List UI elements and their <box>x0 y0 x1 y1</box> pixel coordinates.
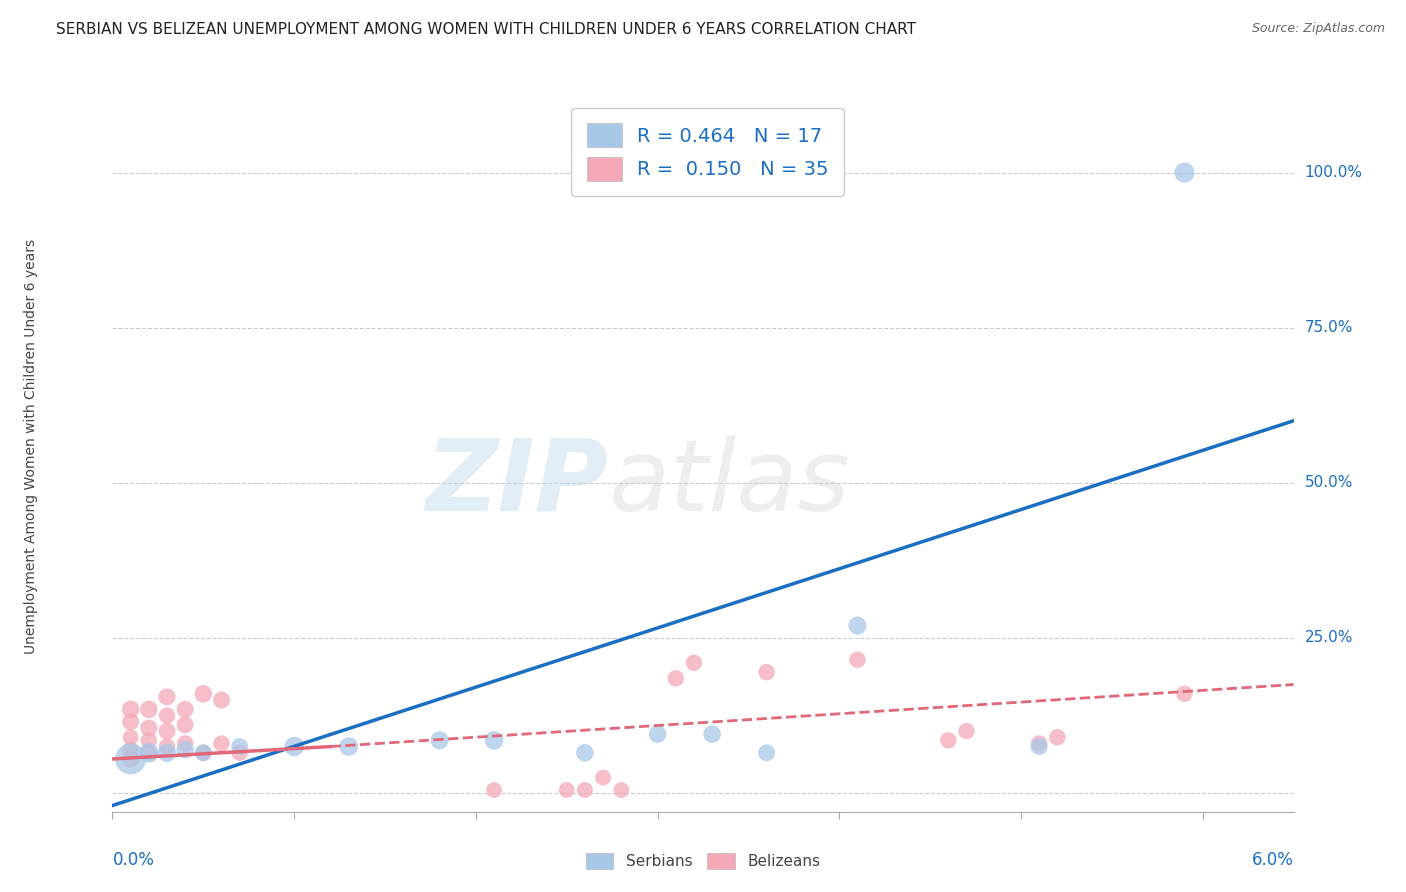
Point <box>647 727 669 741</box>
Point <box>120 731 142 745</box>
Point <box>700 727 723 741</box>
Point <box>755 746 778 760</box>
Point <box>337 739 360 754</box>
Point <box>574 746 596 760</box>
Text: Unemployment Among Women with Children Under 6 years: Unemployment Among Women with Children U… <box>24 238 38 654</box>
Text: 0.0%: 0.0% <box>112 851 155 869</box>
Point <box>174 718 197 732</box>
Point <box>120 742 142 756</box>
Point <box>156 746 179 760</box>
Point <box>683 656 706 670</box>
Text: 75.0%: 75.0% <box>1305 320 1353 335</box>
Point <box>120 752 142 766</box>
Point <box>1173 687 1195 701</box>
Point <box>936 733 959 747</box>
Point <box>592 771 614 785</box>
Point <box>211 736 233 750</box>
Point <box>174 736 197 750</box>
Point <box>138 746 160 760</box>
Point <box>193 687 215 701</box>
Point <box>156 739 179 754</box>
Point <box>1028 739 1050 754</box>
Point <box>1046 731 1069 745</box>
Point <box>174 742 197 756</box>
Point <box>1173 165 1195 179</box>
Point <box>138 702 160 716</box>
Text: SERBIAN VS BELIZEAN UNEMPLOYMENT AMONG WOMEN WITH CHILDREN UNDER 6 YEARS CORRELA: SERBIAN VS BELIZEAN UNEMPLOYMENT AMONG W… <box>56 22 917 37</box>
Point <box>120 714 142 729</box>
Point <box>228 739 250 754</box>
Legend: Serbians, Belizeans: Serbians, Belizeans <box>579 847 827 875</box>
Text: 25.0%: 25.0% <box>1305 631 1353 646</box>
Point <box>120 752 142 766</box>
Text: Source: ZipAtlas.com: Source: ZipAtlas.com <box>1251 22 1385 36</box>
Point <box>555 783 578 797</box>
Point <box>429 733 451 747</box>
Point <box>846 653 869 667</box>
Point <box>174 702 197 716</box>
Point <box>610 783 633 797</box>
Point <box>138 733 160 747</box>
Point <box>156 708 179 723</box>
Point <box>1028 736 1050 750</box>
Point <box>846 618 869 632</box>
Point <box>228 746 250 760</box>
Text: 6.0%: 6.0% <box>1251 851 1294 869</box>
Point <box>955 724 977 739</box>
Text: 100.0%: 100.0% <box>1305 165 1362 180</box>
Point <box>755 665 778 679</box>
Point <box>120 702 142 716</box>
Point <box>193 746 215 760</box>
Point <box>156 724 179 739</box>
Text: ZIP: ZIP <box>426 435 609 532</box>
Point <box>156 690 179 704</box>
Point <box>211 693 233 707</box>
Text: 50.0%: 50.0% <box>1305 475 1353 491</box>
Point <box>482 733 505 747</box>
Point <box>283 739 305 754</box>
Point <box>574 783 596 797</box>
Point <box>193 746 215 760</box>
Point <box>665 671 688 685</box>
Point <box>138 721 160 735</box>
Point <box>482 783 505 797</box>
Text: atlas: atlas <box>609 435 851 532</box>
Point <box>138 746 160 760</box>
